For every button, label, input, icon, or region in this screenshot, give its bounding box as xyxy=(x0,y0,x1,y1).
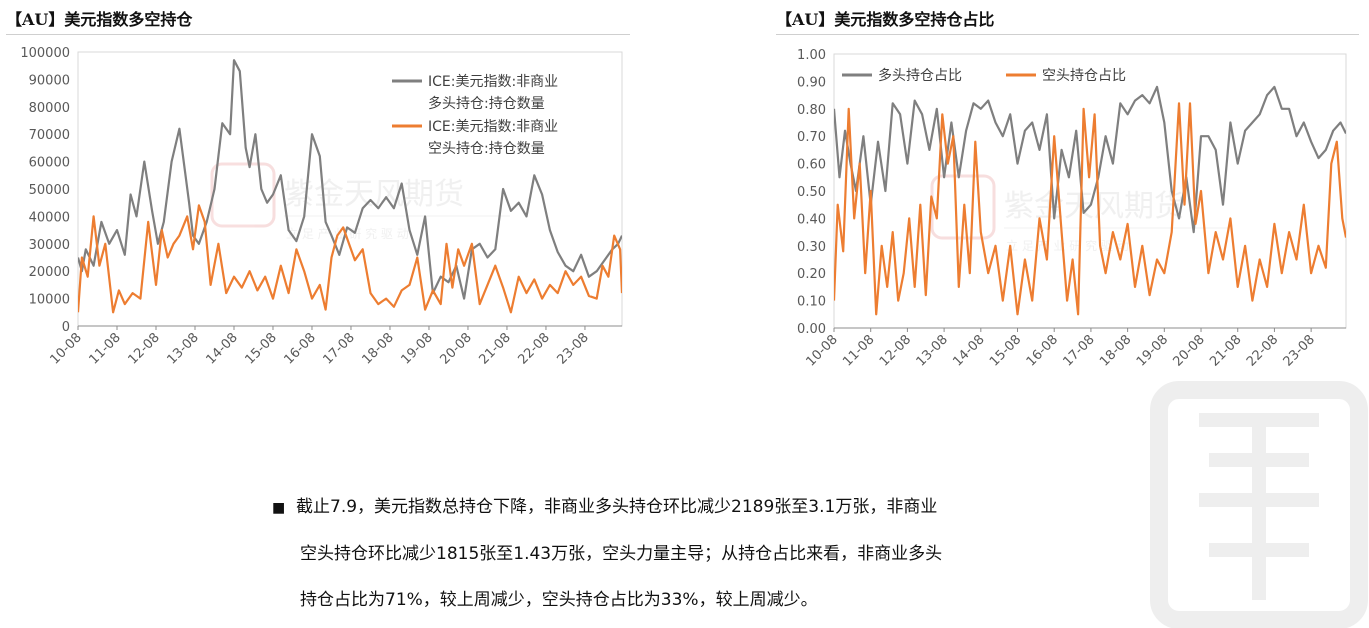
series-line-short xyxy=(78,204,622,314)
series-line-short xyxy=(834,102,1346,316)
x-tick-label: 18-08 xyxy=(359,330,396,367)
y-tick-label: 60000 xyxy=(29,156,70,171)
x-tick-label: 16-08 xyxy=(281,330,318,367)
legend-label: 多头持仓占比 xyxy=(878,67,962,84)
y-tick-label: 0.30 xyxy=(797,240,826,255)
x-tick-label: 16-08 xyxy=(1024,332,1061,369)
x-tick-label: 23-08 xyxy=(554,330,591,367)
legend-label: 空头持仓占比 xyxy=(1042,68,1126,84)
legend-label: ICE:美元指数:非商业 xyxy=(428,74,558,90)
bullet-square-icon: ■ xyxy=(272,500,286,516)
summary-line-1: ■ 截止7.9，美元指数总持仓下降，非商业多头持仓环比减少2189张至3.1万张，… xyxy=(272,484,1102,531)
y-tick-label: 0.70 xyxy=(797,130,826,145)
x-tick-label: 19-08 xyxy=(1134,332,1171,369)
y-tick-label: 10000 xyxy=(29,293,70,308)
y-tick-label: 100000 xyxy=(20,46,70,61)
x-tick-label: 15-08 xyxy=(987,332,1024,369)
y-tick-label: 0.20 xyxy=(797,267,826,282)
y-tick-label: 80000 xyxy=(29,101,70,116)
x-tick-label: 17-08 xyxy=(1060,332,1097,369)
legend-label: 空头持仓:持仓数量 xyxy=(428,141,545,157)
y-tick-label: 0.60 xyxy=(797,158,826,173)
x-tick-label: 14-08 xyxy=(950,332,987,369)
y-tick-label: 0.10 xyxy=(797,295,826,310)
x-tick-label: 11-08 xyxy=(87,330,124,367)
x-tick-label: 23-08 xyxy=(1281,332,1318,369)
bottom-watermark-logo xyxy=(1139,380,1369,628)
right-chart-title: 【AU】美元指数多空持仓占比 xyxy=(776,10,995,29)
left-title-divider xyxy=(6,34,630,35)
watermark-brand: 紫金天风期货 xyxy=(284,177,464,212)
y-tick-label: 90000 xyxy=(29,73,70,88)
x-tick-label: 22-08 xyxy=(1244,332,1281,369)
y-tick-label: 0.40 xyxy=(797,212,826,227)
x-tick-label: 19-08 xyxy=(398,330,435,367)
y-tick-label: 0.80 xyxy=(797,103,826,118)
series-line-long xyxy=(834,85,1346,234)
left-chart-title: 【AU】美元指数多空持仓 xyxy=(6,10,193,29)
y-tick-label: 0.90 xyxy=(797,75,826,90)
x-tick-label: 12-08 xyxy=(125,330,162,367)
x-tick-label: 20-08 xyxy=(1171,332,1208,369)
x-tick-label: 11-08 xyxy=(840,332,877,369)
right-title-divider xyxy=(776,34,1359,35)
y-tick-label: 30000 xyxy=(29,238,70,253)
y-tick-label: 20000 xyxy=(29,265,70,280)
x-tick-label: 12-08 xyxy=(877,332,914,369)
right-chart-panel: 【AU】美元指数多空持仓占比 紫金天风期货立 足 产 业 研 究 驱 动 0.00… xyxy=(770,0,1369,380)
legend-label: 多头持仓:持仓数量 xyxy=(428,95,545,112)
y-tick-label: 0 xyxy=(62,320,70,335)
y-tick-label: 50000 xyxy=(29,183,70,198)
summary-line-2: 空头持仓环比减少1815张至1.43万张，空头力量主导；从持仓占比来看，非商业多… xyxy=(300,544,943,564)
x-tick-label: 21-08 xyxy=(1207,332,1244,369)
x-tick-label: 17-08 xyxy=(320,330,357,367)
y-tick-label: 70000 xyxy=(29,128,70,143)
x-tick-label: 10-08 xyxy=(804,332,841,369)
x-tick-label: 15-08 xyxy=(242,330,279,367)
summary-line-3: 持仓占比为71%，较上周减少，空头持仓占比为33%，较上周减少。 xyxy=(300,590,818,610)
x-tick-label: 13-08 xyxy=(914,332,951,369)
left-chart-panel: 【AU】美元指数多空持仓 紫金天风期货立 足 产 业 研 究 驱 动 0 10000… xyxy=(0,0,640,380)
x-tick-label: 21-08 xyxy=(476,330,513,367)
y-tick-label: 1.00 xyxy=(797,48,826,63)
x-tick-label: 10-08 xyxy=(48,330,85,367)
x-tick-label: 13-08 xyxy=(164,330,201,367)
y-tick-label: 0.50 xyxy=(797,185,826,200)
y-tick-label: 0.00 xyxy=(797,322,826,337)
x-tick-label: 22-08 xyxy=(515,330,552,367)
x-tick-label: 20-08 xyxy=(437,330,474,367)
summary-text: ■ 截止7.9，美元指数总持仓下降，非商业多头持仓环比减少2189张至3.1万张，… xyxy=(272,484,1102,623)
watermark-slogan: 立 足 产 业 研 究 驱 动 xyxy=(286,226,409,241)
x-tick-label: 14-08 xyxy=(203,330,240,367)
legend-label: ICE:美元指数:非商业 xyxy=(428,119,558,135)
y-tick-label: 40000 xyxy=(29,210,70,225)
x-tick-label: 18-08 xyxy=(1097,332,1134,369)
